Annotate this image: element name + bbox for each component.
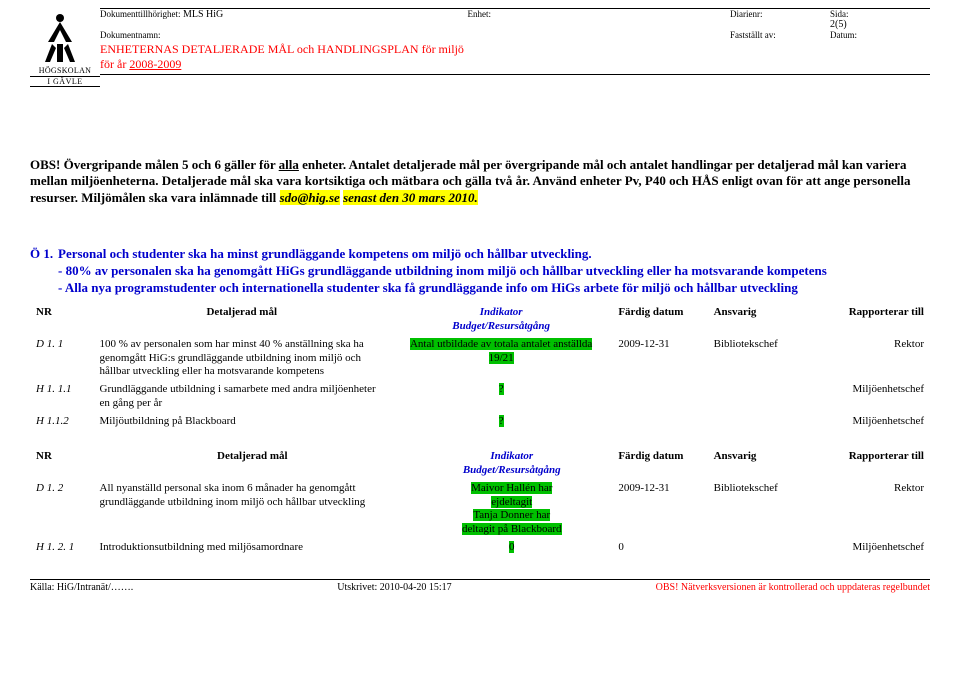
footer-mid: Utskrivet: 2010-04-20 15:17: [337, 582, 451, 593]
table-a: NR Detaljerad mål Indikator Budget/Resur…: [30, 304, 930, 430]
footer-left: Källa: HiG/Intranät/…….: [30, 582, 133, 593]
faststallt-label: Fastställt av:: [730, 30, 776, 40]
logo-text-top: HÖGSKOLAN: [30, 66, 100, 75]
diarienr-label: Diarienr:: [730, 9, 762, 19]
header-meta: Dokumenttillhörighet: MLS HiG Enhet: Dia…: [100, 8, 930, 75]
datum-label: Datum:: [830, 30, 857, 40]
table-row: H 1.1.2Miljöutbildning på Blackboard?Mil…: [30, 413, 930, 431]
logo: HÖGSKOLAN I GÄVLE: [30, 8, 100, 87]
document-title: ENHETERNAS DETALJERADE MÅL och HANDLINGS…: [100, 42, 468, 72]
sida-label: Sida:: [830, 9, 930, 19]
table-row: H 1. 2. 1Introduktionsutbildning med mil…: [30, 539, 930, 557]
footer-right: OBS! Nätverksversionen är kontrollerad o…: [656, 582, 930, 593]
doc-owner-value: MLS HiG: [183, 9, 223, 20]
table-row: D 1. 2All nyanställd personal ska inom 6…: [30, 480, 930, 539]
page-footer: Källa: HiG/Intranät/……. Utskrivet: 2010-…: [30, 579, 930, 593]
enhet-label: Enhet:: [468, 9, 492, 19]
table-header-row: NR Detaljerad mål Indikator Budget/Resur…: [30, 304, 930, 336]
table-row: D 1. 1100 % av personalen som har minst …: [30, 336, 930, 381]
college-logo-icon: [30, 10, 90, 66]
table-header-row: NR Detaljerad mål Indikator Budget/Resur…: [30, 448, 930, 480]
sida-value: 2(5): [830, 19, 930, 30]
page-header: HÖGSKOLAN I GÄVLE Dokumenttillhörighet: …: [30, 8, 930, 87]
section-o1: Ö 1.Personal och studenter ska ha minst …: [30, 246, 930, 297]
logo-text-bottom: I GÄVLE: [30, 76, 100, 87]
doc-owner-label: Dokumenttillhörighet:: [100, 9, 181, 19]
table-b: NR Detaljerad mål Indikator Budget/Resur…: [30, 448, 930, 556]
obs-paragraph: OBS! Övergripande målen 5 och 6 gäller f…: [30, 157, 930, 206]
table-row: H 1. 1.1Grundläggande utbildning i samar…: [30, 381, 930, 413]
docname-label: Dokumentnamn:: [100, 30, 468, 40]
